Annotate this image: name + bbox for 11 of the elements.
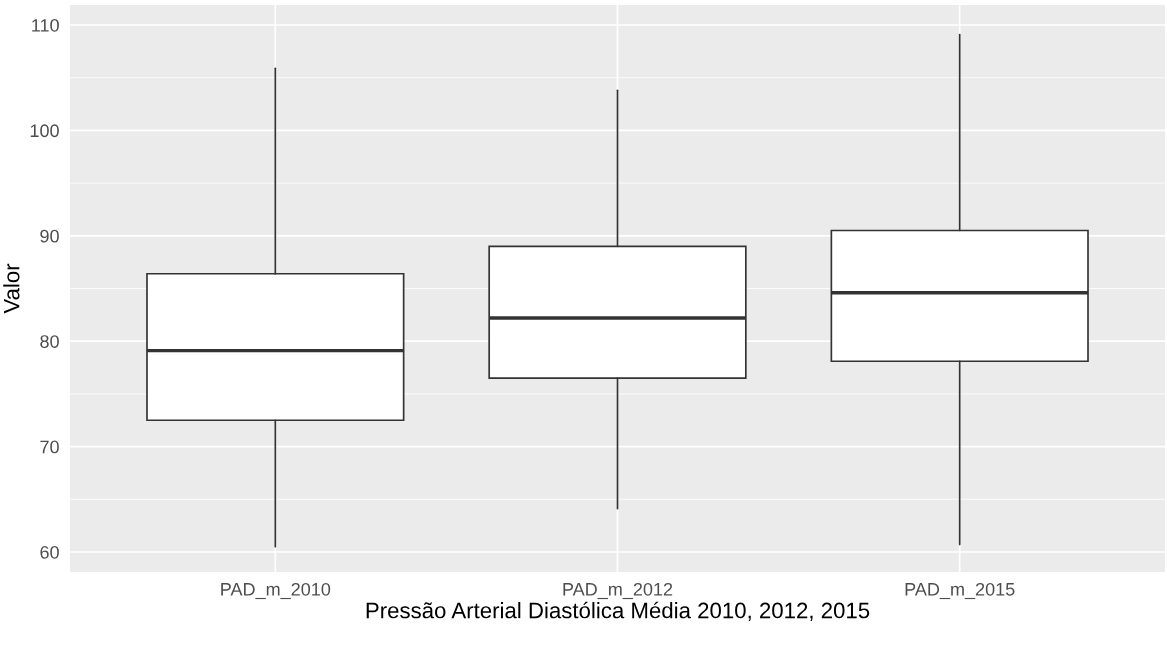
x-axis-title: Pressão Arterial Diastólica Média 2010, 2012, 2015	[366, 601, 870, 621]
x-tick-label: PAD_m_2015	[905, 582, 1015, 600]
y-tick-label: 110	[32, 18, 59, 32]
y-tick-label: 80	[40, 335, 59, 348]
x-tick-label: PAD_m_2010	[221, 582, 331, 600]
y-tick-label: 60	[40, 545, 59, 559]
y-tick-label: 100	[30, 124, 59, 138]
y-tick-label: 90	[40, 229, 59, 243]
y-tick-label: 70	[40, 440, 59, 454]
x-tick-label: PAD_m_2012	[563, 582, 673, 600]
y-axis-title: Valor	[3, 263, 20, 314]
